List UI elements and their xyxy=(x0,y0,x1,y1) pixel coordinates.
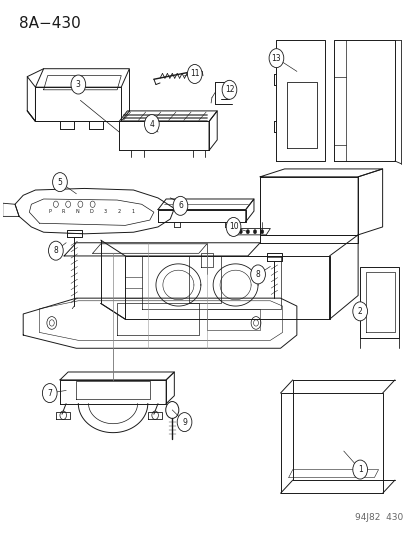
Circle shape xyxy=(42,384,57,402)
Text: 10: 10 xyxy=(228,222,238,231)
Text: D: D xyxy=(89,209,93,214)
Circle shape xyxy=(52,173,67,191)
Text: 3: 3 xyxy=(104,209,107,214)
Circle shape xyxy=(48,241,63,260)
Text: 13: 13 xyxy=(271,54,280,63)
Circle shape xyxy=(250,265,265,284)
Text: 8A−430: 8A−430 xyxy=(19,16,81,31)
Text: 5: 5 xyxy=(57,177,62,187)
Text: 11: 11 xyxy=(190,69,199,78)
Text: 4: 4 xyxy=(149,119,154,128)
Text: R: R xyxy=(62,209,65,214)
Circle shape xyxy=(173,196,188,215)
Circle shape xyxy=(260,230,263,234)
Circle shape xyxy=(225,217,240,237)
Text: 3: 3 xyxy=(76,80,81,89)
Circle shape xyxy=(177,413,191,432)
Text: 8: 8 xyxy=(53,246,58,255)
Circle shape xyxy=(231,230,235,234)
Text: 2: 2 xyxy=(357,307,362,316)
Circle shape xyxy=(144,115,159,134)
Circle shape xyxy=(222,80,236,99)
Text: 2: 2 xyxy=(117,209,121,214)
Text: 1: 1 xyxy=(357,465,362,474)
Text: P: P xyxy=(48,209,51,214)
Circle shape xyxy=(187,64,202,84)
Text: 1: 1 xyxy=(131,209,134,214)
Text: N: N xyxy=(76,209,79,214)
Circle shape xyxy=(352,460,367,479)
Circle shape xyxy=(253,230,256,234)
Circle shape xyxy=(352,302,367,321)
Circle shape xyxy=(268,49,283,68)
Text: 8: 8 xyxy=(255,270,260,279)
Text: 6: 6 xyxy=(178,201,183,211)
Circle shape xyxy=(246,230,249,234)
Text: 7: 7 xyxy=(47,389,52,398)
Circle shape xyxy=(238,230,242,234)
Text: 12: 12 xyxy=(224,85,234,94)
Text: 94J82  430: 94J82 430 xyxy=(354,513,402,522)
Circle shape xyxy=(71,75,85,94)
Text: 9: 9 xyxy=(182,417,187,426)
